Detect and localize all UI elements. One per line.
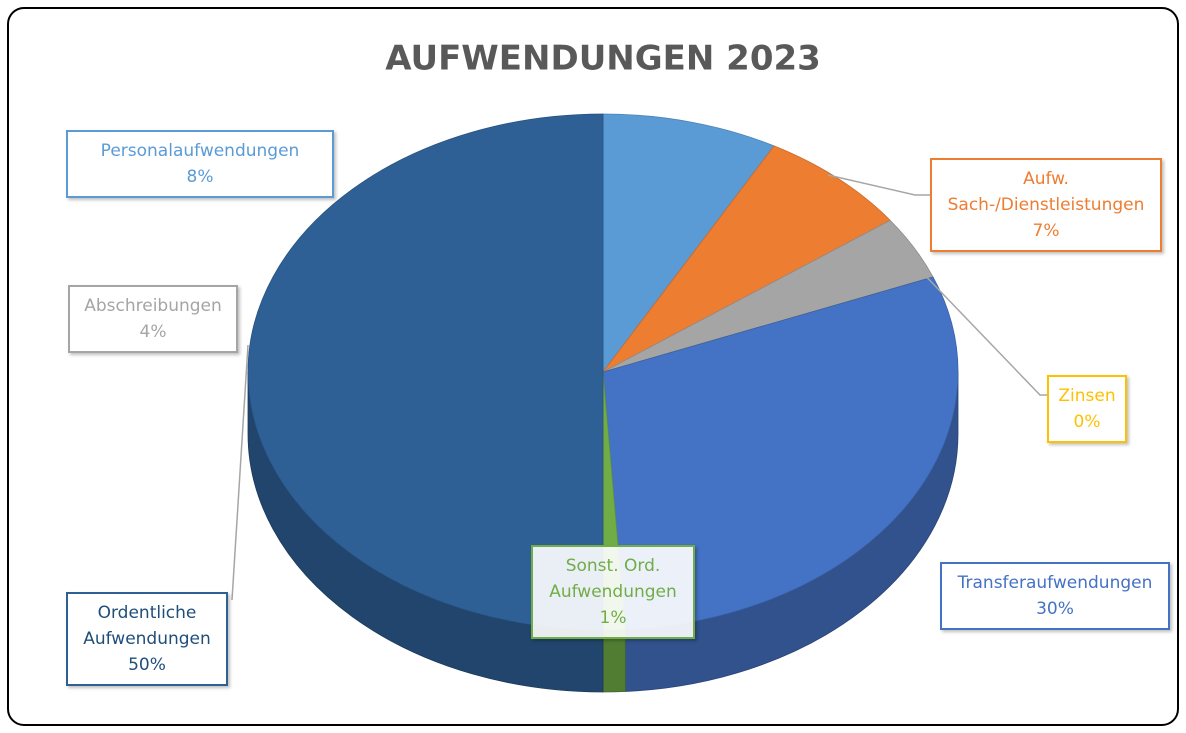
pie [247, 113, 959, 693]
data-label: Ordentliche Aufwendungen 50% [66, 592, 228, 686]
data-label: Aufw. Sach-/Dienstleistungen 7% [930, 158, 1162, 252]
leader-line [914, 264, 1048, 396]
label-value: 30% [1036, 599, 1074, 619]
pie-slice [247, 113, 604, 631]
label-value: 7% [1032, 221, 1060, 241]
label-category: Aufw. Sach-/Dienstleistungen [947, 169, 1145, 215]
data-label: Transferaufwendungen 30% [940, 562, 1170, 630]
label-value: 1% [599, 608, 627, 628]
label-category: Abschreibungen [84, 296, 222, 316]
label-category: Sonst. Ord. Aufwendungen [549, 556, 677, 602]
label-value: 4% [139, 322, 167, 342]
label-category: Personalaufwendungen [100, 141, 300, 161]
label-value: 0% [1073, 412, 1101, 432]
data-label: Sonst. Ord. Aufwendungen 1% [531, 545, 695, 639]
label-value: 8% [186, 167, 214, 187]
label-category: Transferaufwendungen [957, 573, 1153, 593]
pie-slice [602, 113, 775, 374]
chart-title: AUFWENDUNGEN 2023 [385, 39, 821, 79]
label-category: Ordentliche Aufwendungen [83, 603, 211, 649]
label-value: 50% [128, 655, 166, 675]
leader-line [827, 174, 930, 196]
label-category: Zinsen [1058, 386, 1116, 406]
data-label: Abschreibungen 4% [68, 285, 238, 353]
data-label: Personalaufwendungen 8% [66, 130, 334, 198]
leader-lines [231, 174, 1048, 601]
pie-slice [602, 145, 891, 373]
data-label: Zinsen 0% [1047, 375, 1127, 443]
leader-line [231, 344, 249, 601]
pie-slice [602, 276, 959, 630]
